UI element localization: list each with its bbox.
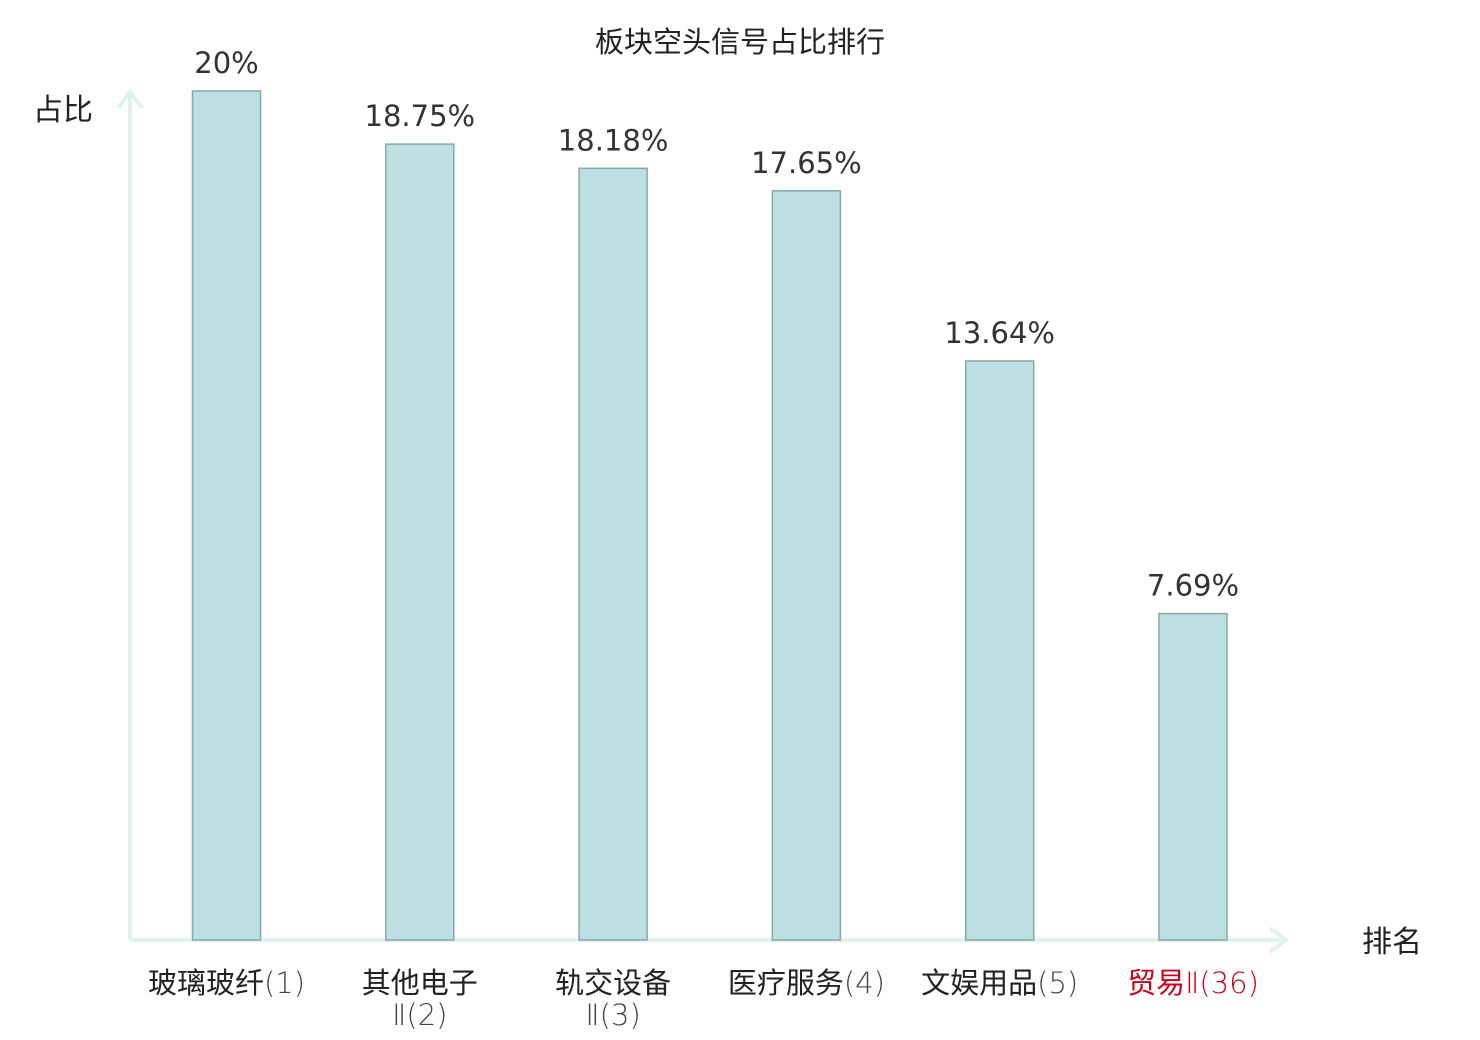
x-axis-line bbox=[130, 926, 1290, 954]
category-rank: Ⅱ(36) bbox=[1185, 966, 1259, 1000]
category-rank: (1) bbox=[264, 966, 305, 1000]
category-rank: Ⅱ(3) bbox=[585, 998, 640, 1032]
category-labels-group: 玻璃玻纤(1) 其他电子 Ⅱ(2)轨交设备 Ⅱ(3)医疗服务(4) 文娱用品(5) 贸易Ⅱ… bbox=[148, 966, 1259, 1032]
bar-value-label: 13.64% bbox=[944, 316, 1055, 350]
category-label: 其他电子 Ⅱ(2) bbox=[362, 966, 478, 1032]
category-name: 贸易 bbox=[1127, 966, 1185, 1000]
y-axis-line bbox=[116, 88, 144, 940]
y-axis-label: 占比 bbox=[33, 93, 93, 128]
category-name: 轨交设备 bbox=[555, 966, 671, 1000]
category-name: 玻璃玻纤 bbox=[148, 966, 264, 1000]
category-label: 玻璃玻纤(1) bbox=[148, 966, 305, 1000]
category-label: 医疗服务(4) bbox=[728, 966, 885, 1000]
category-rank: (4) bbox=[844, 966, 885, 1000]
bar-value-label: 7.69% bbox=[1147, 569, 1239, 603]
bar-value-label: 17.65% bbox=[751, 146, 862, 180]
bars-group bbox=[191, 90, 1228, 941]
bar bbox=[964, 360, 1035, 941]
bar-value-label: 20% bbox=[194, 46, 258, 80]
category-rank: (5) bbox=[1037, 966, 1078, 1000]
bar bbox=[385, 143, 455, 941]
category-name: 其他电子 bbox=[362, 966, 478, 1000]
bar bbox=[578, 167, 648, 941]
category-name: 文娱用品 bbox=[921, 966, 1037, 1000]
bar-value-label: 18.18% bbox=[558, 123, 669, 157]
value-labels-group: 20% 18.75% 18.18% 17.65% 13.64% 7.69% bbox=[194, 46, 1239, 603]
category-rank: Ⅱ(2) bbox=[392, 998, 447, 1032]
bar bbox=[191, 90, 262, 941]
bar bbox=[1158, 612, 1228, 941]
category-label: 轨交设备 Ⅱ(3) bbox=[555, 966, 671, 1032]
chart-title: 板块空头信号占比排行 bbox=[595, 25, 885, 59]
category-name: 医疗服务 bbox=[728, 966, 844, 1000]
bar-value-label: 18.75% bbox=[365, 99, 476, 133]
category-label: 贸易Ⅱ(36) bbox=[1127, 966, 1259, 1000]
category-label: 文娱用品(5) bbox=[921, 966, 1078, 1000]
x-axis-label: 排名 bbox=[1362, 925, 1422, 960]
bar bbox=[771, 190, 842, 941]
